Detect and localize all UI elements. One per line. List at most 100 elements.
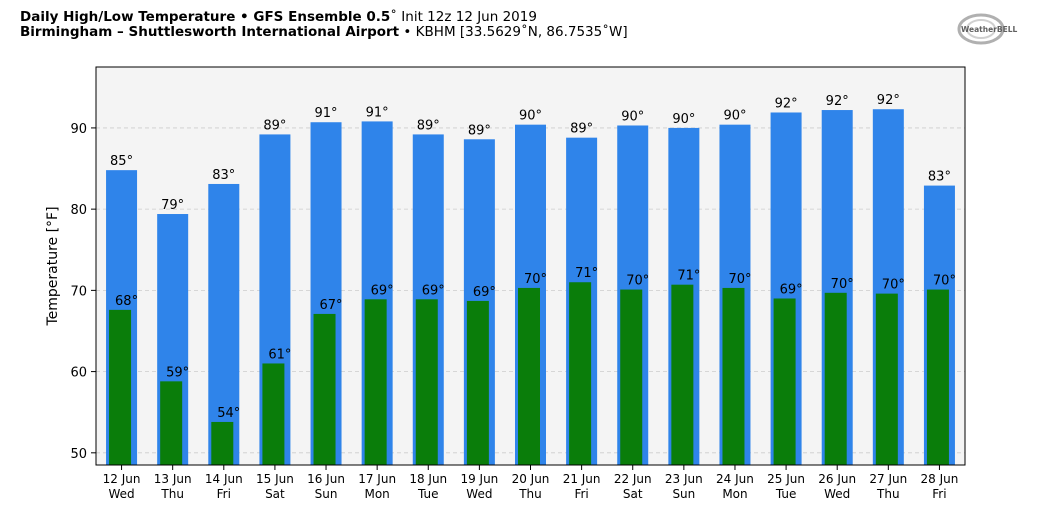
y-tick-label: 90	[70, 122, 87, 137]
x-tick-date: 13 Jun	[154, 472, 192, 486]
x-tick-date: 26 Jun	[818, 472, 856, 486]
high-temp-label: 90°	[519, 109, 542, 124]
x-tick-date: 25 Jun	[767, 472, 805, 486]
x-tick-day: Tue	[775, 487, 797, 501]
low-temp-bar	[569, 282, 592, 465]
bar-value-labels: 85° 68° 79° 59° 83° 54° 89° 61° 91° 67° 91° 69° 89° 6…	[110, 93, 956, 421]
low-temp-bar	[620, 289, 643, 465]
low-temp-label: 69°	[473, 285, 496, 300]
x-tick-date: 21 Jun	[563, 472, 601, 486]
x-tick-date: 24 Jun	[716, 472, 754, 486]
high-temp-label: 92°	[826, 94, 849, 109]
high-temp-label: 91°	[315, 106, 338, 121]
low-temp-label: 71°	[575, 266, 598, 281]
high-temp-label: 79°	[161, 198, 184, 213]
y-axis-label: Temperature [°F]	[45, 206, 61, 326]
low-temp-bar	[926, 289, 949, 465]
chart-title-bold: Daily High/Low Temperature • GFS Ensembl…	[20, 9, 391, 25]
x-tick-date: 22 Jun	[614, 472, 652, 486]
x-tick-day: Sat	[265, 487, 285, 501]
x-tick-date: 18 Jun	[409, 472, 447, 486]
high-temp-label: 89°	[263, 118, 286, 133]
x-tick-day: Wed	[108, 487, 134, 501]
x-tick-day: Wed	[466, 487, 492, 501]
x-tick-day: Fri	[932, 487, 946, 501]
chart-subtitle-coords: • KBHM [33.5629˚N, 86.7535˚W]	[399, 24, 628, 40]
high-temp-label: 83°	[928, 170, 951, 185]
x-tick-day: Sun	[672, 487, 695, 501]
x-tick-day: Mon	[722, 487, 747, 501]
x-tick-day: Sat	[623, 487, 643, 501]
chart-subtitle-station: Birmingham – Shuttlesworth International…	[20, 24, 400, 40]
x-tick-day: Fri	[217, 487, 231, 501]
low-temp-label: 71°	[677, 269, 700, 284]
high-temp-label: 90°	[621, 109, 644, 124]
low-temp-label: 70°	[626, 274, 649, 289]
low-temp-label: 69°	[780, 282, 803, 297]
x-tick-date: 16 Jun	[307, 472, 345, 486]
x-tick-day: Thu	[160, 487, 184, 501]
x-tick-date: 28 Jun	[921, 472, 959, 486]
high-temp-label: 85°	[110, 154, 133, 169]
x-tick-date: 15 Jun	[256, 472, 294, 486]
x-tick-day: Sun	[315, 487, 338, 501]
low-temp-bar	[364, 299, 387, 465]
low-temp-label: 69°	[371, 283, 394, 298]
high-temp-label: 89°	[468, 123, 491, 138]
y-tick-label: 80	[70, 203, 87, 218]
x-tick-day: Thu	[518, 487, 542, 501]
low-temp-bar	[415, 299, 438, 465]
high-temp-label: 90°	[723, 109, 746, 124]
high-temp-label: 89°	[417, 118, 440, 133]
low-temp-bar	[109, 309, 132, 465]
bars	[106, 109, 955, 466]
low-temp-bar	[773, 298, 796, 465]
chart-subtitle: Birmingham – Shuttlesworth International…	[20, 24, 628, 40]
low-temp-bar	[518, 287, 540, 465]
low-temp-bar	[671, 284, 694, 465]
x-tick-day: Fri	[574, 487, 588, 501]
low-temp-label: 70°	[882, 278, 905, 293]
low-temp-label: 67°	[320, 298, 343, 313]
x-tick-day: Mon	[364, 487, 389, 501]
high-temp-label: 92°	[775, 96, 798, 111]
x-tick-date: 12 Jun	[103, 472, 141, 486]
y-tick-label: 50	[70, 447, 87, 462]
high-temp-label: 90°	[672, 112, 695, 127]
x-tick-date: 23 Jun	[665, 472, 703, 486]
high-temp-label: 89°	[570, 122, 593, 137]
low-temp-label: 61°	[268, 347, 291, 362]
low-temp-label: 70°	[933, 274, 956, 289]
high-temp-bar	[208, 183, 240, 466]
low-temp-bar	[160, 381, 183, 465]
weatherbell-logo-icon: WeatherBELL	[957, 13, 1017, 45]
low-temp-label: 70°	[728, 272, 751, 287]
x-tick-day: Tue	[417, 487, 439, 501]
y-tick-label: 70	[70, 284, 87, 299]
low-temp-label: 59°	[166, 365, 189, 380]
high-temp-label: 92°	[877, 93, 900, 108]
x-tick-day: Wed	[824, 487, 850, 501]
x-tick-date: 19 Jun	[460, 472, 498, 486]
low-temp-bar	[722, 287, 745, 465]
low-temp-bar	[211, 421, 234, 465]
high-temp-label: 83°	[212, 168, 235, 183]
x-tick-date: 17 Jun	[358, 472, 396, 486]
x-tick-date: 14 Jun	[205, 472, 243, 486]
low-temp-label: 69°	[422, 283, 445, 298]
y-tick-label: 60	[70, 366, 87, 381]
x-tick-date: 27 Jun	[869, 472, 907, 486]
low-temp-bar	[875, 293, 898, 465]
chart-title-init: ˚ Init 12z 12 Jun 2019	[390, 9, 537, 25]
low-temp-label: 70°	[524, 272, 547, 287]
x-tick-date: 20 Jun	[512, 472, 550, 486]
low-temp-label: 68°	[115, 294, 138, 309]
low-temp-bar	[262, 363, 285, 465]
x-tick-day: Thu	[876, 487, 900, 501]
low-temp-bar	[313, 313, 336, 465]
logo-text: WeatherBELL	[961, 25, 1017, 34]
low-temp-bar	[824, 292, 847, 465]
chart-title: Daily High/Low Temperature • GFS Ensembl…	[20, 9, 537, 25]
